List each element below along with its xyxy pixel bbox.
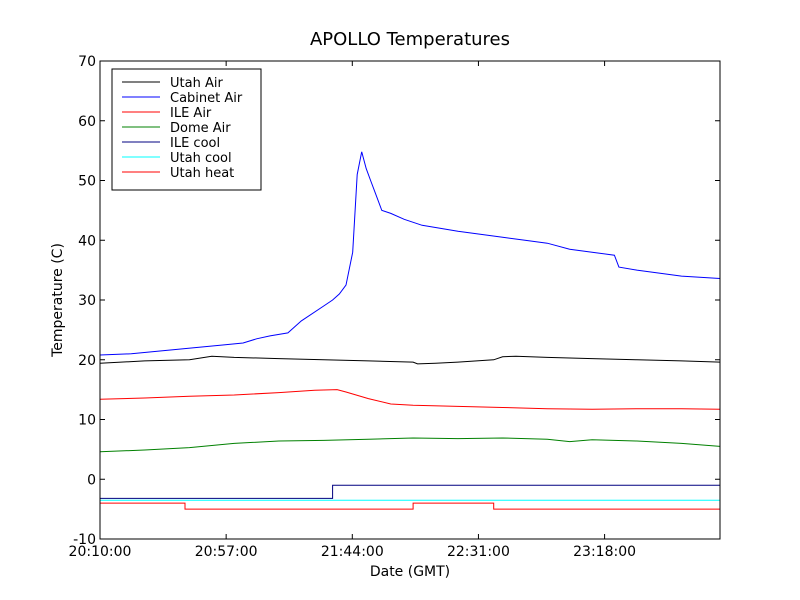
series-line-cabinet-air [99,151,721,356]
legend-entry-label: Utah Air [170,76,223,91]
series-line-utah-heat [100,502,720,510]
legend-entry-label: Utah heat [170,166,234,181]
y-tick-label: -10 [73,532,96,548]
y-tick-label: 30 [78,293,96,309]
legend-frame [111,68,262,191]
x-tick-label: 20:57:00 [195,544,258,560]
axis-layer: -10 0 10 20 30 40 50 60 70 20:10:00 20:57:00 21:44:… [69,54,720,560]
x-tick-label: 23:18:00 [573,544,636,560]
plot-frame [99,60,721,540]
series-layer [99,151,721,510]
x-tick-label: 21:44:00 [321,544,384,560]
legend-entry-label: Dome Air [170,121,231,136]
x-tick-label: 22:31:00 [447,544,510,560]
series-line-ile-cool [100,484,720,499]
legend-entry-label: Utah cool [170,151,232,166]
series-line-ile-air [99,389,721,410]
y-tick-label: 40 [78,233,96,249]
y-tick-label: 50 [78,174,96,190]
y-tick-label: 10 [78,413,96,429]
legend-entry-label: Cabinet Air [170,91,243,106]
y-axis-label: Temperature (C) [50,243,66,358]
legend-entry-label: ILE Air [170,106,212,121]
x-axis-label: Date (GMT) [370,564,450,580]
chart-title: APOLLO Temperatures [310,29,510,50]
y-tick-label: 60 [78,114,96,130]
y-tick-label: 20 [78,353,96,369]
x-tick-label: 20:10:00 [69,544,132,560]
series-line-utah-air [99,355,721,365]
y-tick-label: 0 [87,472,96,488]
y-tick-label: 70 [78,54,96,70]
legend-entry-label: ILE cool [170,136,220,151]
series-line-dome-air [99,437,721,453]
